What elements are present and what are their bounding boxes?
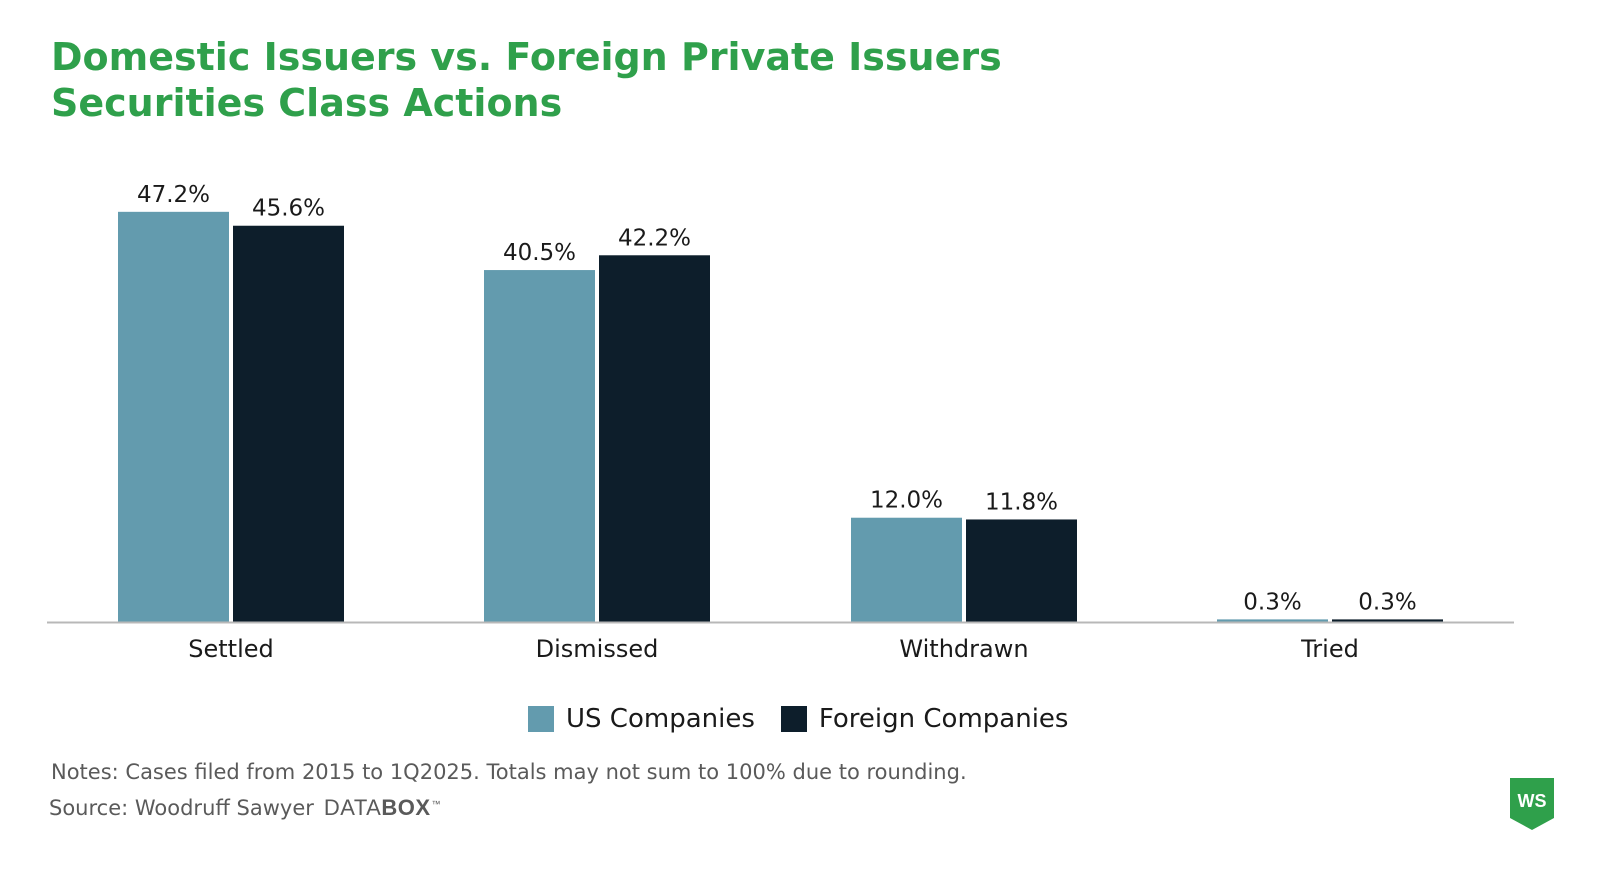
data-label-us-tried: 0.3% — [1243, 589, 1301, 615]
chart-source: Source: Woodruff Sawyer DATABOX™ — [49, 795, 441, 821]
bar-foreign-tried — [1332, 619, 1443, 622]
bar-us-withdrawn — [851, 517, 962, 622]
data-label-foreign-tried: 0.3% — [1358, 589, 1416, 615]
chart-title: Domestic Issuers vs. Foreign Private Iss… — [51, 34, 1002, 126]
category-label-settled: Settled — [188, 635, 274, 663]
bar-us-settled — [118, 211, 229, 622]
woodruff-sawyer-logo: WS — [1510, 778, 1554, 830]
bar-chart: 47.2% 45.6% Settled 40.5% 42.2% Dismissed 12.0… — [47, 182, 1514, 663]
category-label-dismissed: Dismissed — [536, 635, 659, 663]
legend-label-foreign: Foreign Companies — [818, 704, 1069, 734]
chart-notes: Notes: Cases filed from 2015 to 1Q2025. … — [51, 760, 967, 784]
bar-foreign-settled — [233, 225, 344, 622]
logo-badge-shape — [1510, 778, 1554, 830]
bar-foreign-withdrawn — [966, 519, 1077, 622]
bar-foreign-dismissed — [599, 255, 710, 623]
logo-text: WS — [1518, 791, 1547, 811]
category-label-withdrawn: Withdrawn — [899, 635, 1028, 663]
source-label: Source: Woodruff Sawyer — [49, 796, 314, 820]
data-label-us-withdrawn: 12.0% — [870, 488, 943, 514]
trademark-mark: ™ — [431, 798, 441, 809]
databox-brand: DATABOX™ — [324, 795, 441, 821]
chart-legend: US Companies Foreign Companies — [528, 704, 1094, 734]
chart-title-line-2: Securities Class Actions — [51, 81, 563, 125]
bar-us-dismissed — [484, 270, 595, 622]
bar-us-tried — [1217, 619, 1328, 622]
legend-item-us: US Companies — [528, 704, 755, 734]
data-label-us-settled: 47.2% — [137, 182, 210, 208]
chart-title-line-1: Domestic Issuers vs. Foreign Private Iss… — [51, 35, 1002, 79]
databox-brand-bold: BOX — [381, 795, 431, 820]
legend-swatch-foreign — [780, 706, 807, 732]
legend-item-foreign: Foreign Companies — [780, 704, 1069, 734]
data-label-us-dismissed: 40.5% — [503, 240, 576, 266]
legend-swatch-us — [528, 706, 554, 732]
databox-brand-light: DATA — [323, 795, 382, 820]
legend-label-us: US Companies — [566, 704, 755, 734]
category-label-tried: Tried — [1300, 635, 1359, 663]
data-label-foreign-withdrawn: 11.8% — [985, 489, 1058, 515]
data-label-foreign-dismissed: 42.2% — [618, 225, 691, 251]
data-label-foreign-settled: 45.6% — [252, 196, 325, 222]
